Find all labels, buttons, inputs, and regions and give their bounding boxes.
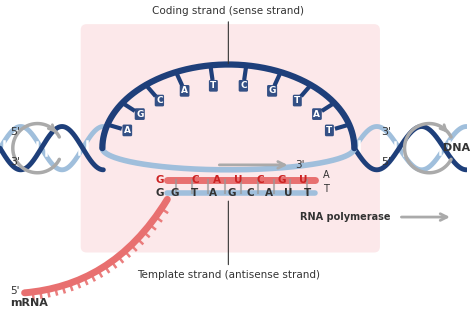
Text: G: G (155, 188, 164, 198)
Text: A: A (209, 188, 217, 198)
Text: 3': 3' (381, 127, 391, 137)
Text: mRNA: mRNA (10, 298, 48, 308)
Text: G: G (268, 86, 276, 95)
Text: DNA: DNA (443, 143, 470, 153)
Text: 5': 5' (10, 286, 19, 296)
Text: G: G (228, 188, 236, 198)
Text: A: A (212, 175, 220, 185)
Text: C: C (247, 188, 255, 198)
Text: Template strand (antisense strand): Template strand (antisense strand) (137, 201, 320, 280)
Text: A: A (313, 110, 320, 118)
Text: G: G (277, 175, 286, 185)
Text: G: G (155, 175, 164, 185)
Text: C: C (191, 175, 199, 185)
Text: C: C (156, 96, 163, 105)
Text: 3': 3' (10, 157, 20, 167)
Text: A: A (265, 188, 273, 198)
Text: C: C (240, 81, 246, 90)
Text: A: A (323, 170, 329, 180)
FancyBboxPatch shape (81, 24, 380, 252)
Text: 3': 3' (295, 160, 305, 170)
Text: Coding strand (sense strand): Coding strand (sense strand) (152, 6, 304, 64)
Text: T: T (210, 81, 217, 90)
Text: U: U (234, 175, 242, 185)
Text: T: T (323, 185, 328, 194)
Text: T: T (326, 126, 333, 135)
Text: C: C (256, 175, 264, 185)
Text: G: G (136, 110, 144, 118)
Text: T: T (191, 188, 198, 198)
Text: RNA polymerase: RNA polymerase (300, 212, 391, 222)
Text: T: T (303, 188, 311, 198)
Text: 5': 5' (381, 157, 391, 167)
Text: A: A (181, 86, 188, 95)
Text: 5': 5' (10, 127, 20, 137)
Text: T: T (294, 96, 301, 105)
Text: U: U (284, 188, 292, 198)
Text: G: G (171, 188, 180, 198)
Text: A: A (124, 126, 131, 135)
Text: U: U (299, 175, 308, 185)
